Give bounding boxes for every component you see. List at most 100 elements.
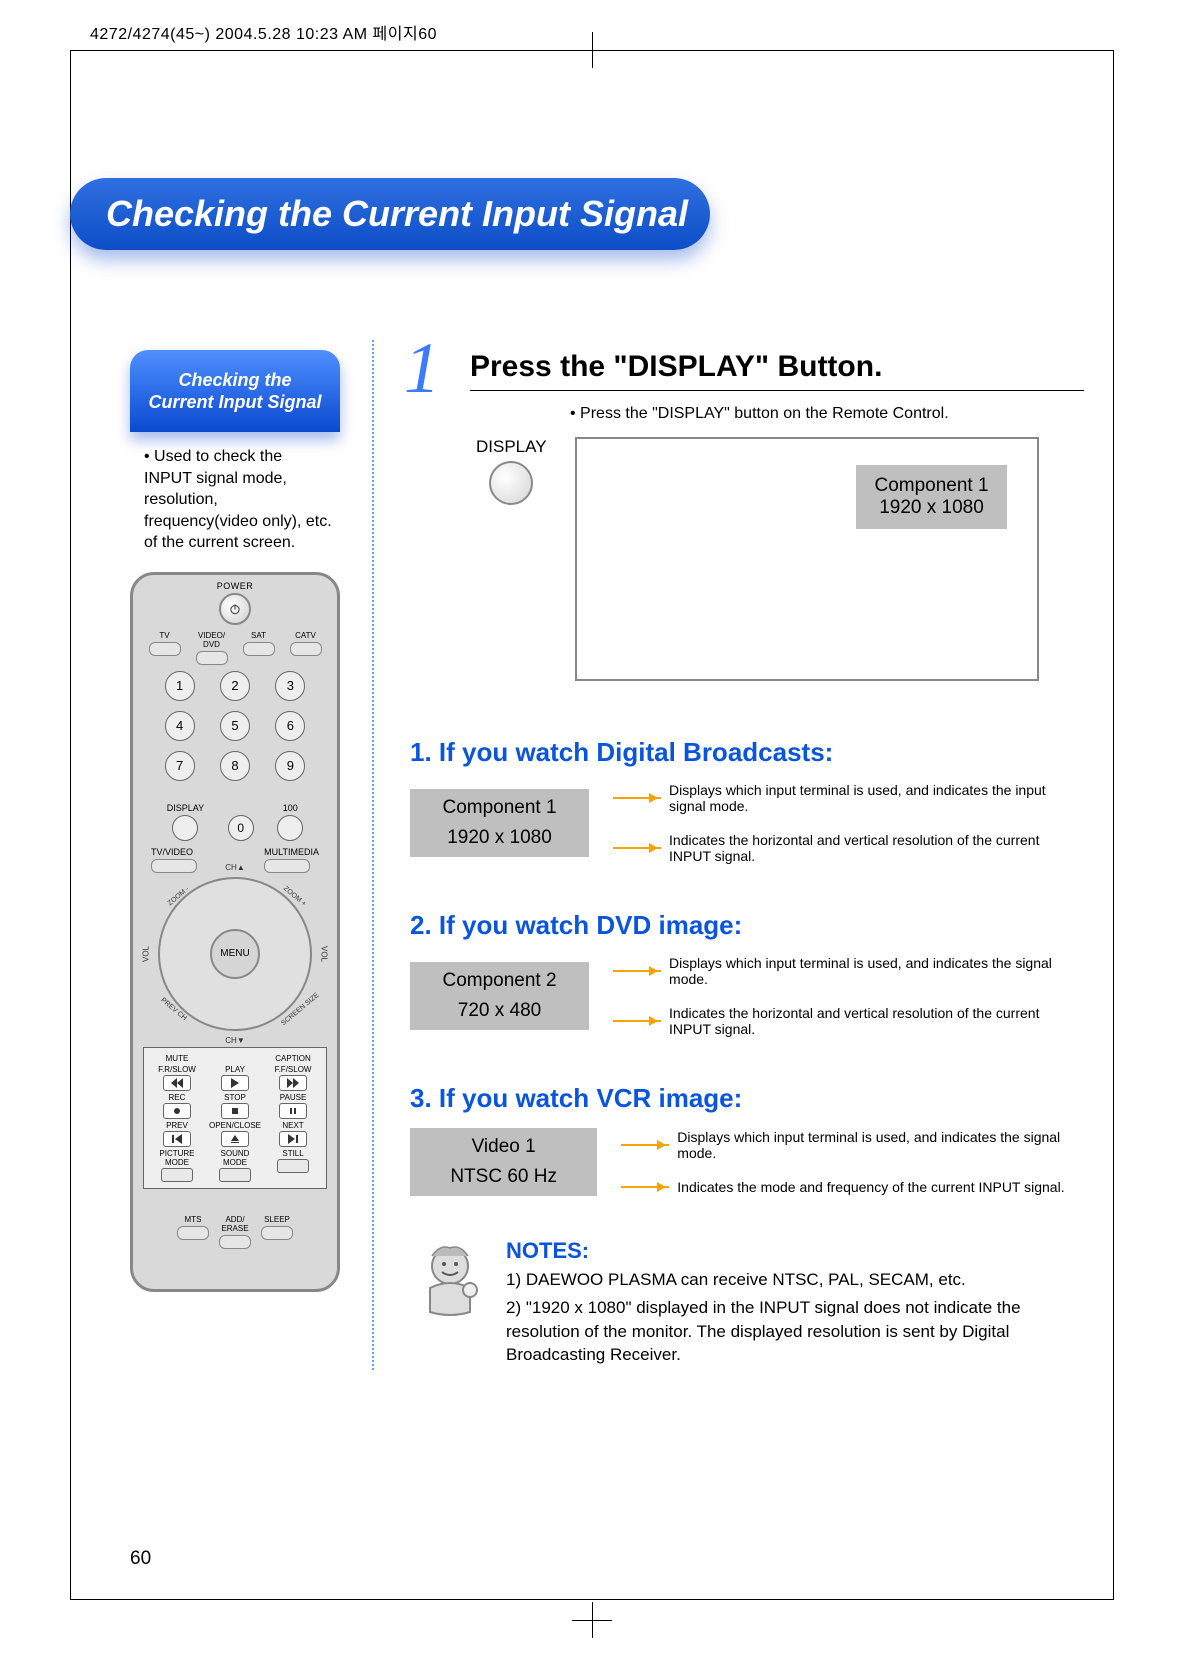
still-button[interactable] — [277, 1159, 309, 1173]
multimedia-label: MULTIMEDIA — [264, 847, 319, 857]
tv-screen: Component 1 1920 x 1080 — [575, 437, 1039, 681]
still-label: STILL — [282, 1149, 303, 1158]
sleep-label: SLEEP — [264, 1215, 290, 1224]
arrow-icon — [613, 1020, 661, 1022]
page-number: 60 — [130, 1548, 151, 1570]
mute-label: MUTE — [166, 1054, 189, 1063]
num-4-button[interactable]: 4 — [165, 711, 195, 741]
hundred-button-label: 100 — [283, 803, 298, 813]
display-label: DISPLAY — [476, 437, 547, 457]
caption-label: CAPTION — [275, 1054, 311, 1063]
sidebar-heading-l1: Checking the — [130, 369, 340, 392]
power-button[interactable] — [219, 593, 251, 625]
section-2-lead1: Displays which input terminal is used, a… — [669, 955, 1084, 987]
arrow-icon — [621, 1186, 669, 1188]
osd-line1: Component 1 — [874, 475, 988, 497]
display-button[interactable] — [172, 815, 198, 841]
num-5-button[interactable]: 5 — [220, 711, 250, 741]
pause-label: PAUSE — [280, 1093, 307, 1102]
crop-mark-top — [572, 40, 612, 60]
power-icon — [228, 602, 242, 616]
section-1-osd-l2: 1920 x 1080 — [422, 827, 577, 849]
next-label: NEXT — [282, 1121, 303, 1130]
crop-mark-bottom — [572, 1610, 612, 1630]
multimedia-button[interactable] — [264, 859, 310, 873]
src-tv-button[interactable] — [149, 642, 181, 656]
arrow-icon — [613, 847, 661, 849]
src-catv-label: CATV — [295, 631, 316, 640]
section-3-osd-l2: NTSC 60 Hz — [422, 1166, 585, 1188]
sidebar-heading: Checking the Current Input Signal — [130, 350, 340, 432]
mts-label: MTS — [185, 1215, 202, 1224]
tv-video-label: TV/VIDEO — [151, 847, 193, 857]
section-3-lead2: Indicates the mode and frequency of the … — [677, 1179, 1064, 1195]
rewind-button[interactable] — [163, 1075, 191, 1091]
section-3-lead1: Displays which input terminal is used, a… — [677, 1129, 1084, 1161]
num-3-button[interactable]: 3 — [275, 671, 305, 701]
ch-down-label: CH▼ — [225, 1036, 244, 1045]
nav-ring[interactable]: CH▲ CH▼ VOL VOL ZOOM - ZOOM + PREV CH SC… — [158, 877, 312, 1031]
page-title-bar: Checking the Current Input Signal — [70, 178, 710, 250]
arrow-icon — [621, 1144, 669, 1146]
ffwd-button[interactable] — [279, 1075, 307, 1091]
section-1-osd-l1: Component 1 — [422, 797, 577, 819]
vol-right-label: VOL — [319, 946, 328, 962]
num-2-button[interactable]: 2 — [220, 671, 250, 701]
num-6-button[interactable]: 6 — [275, 711, 305, 741]
step-title: Press the "DISPLAY" Button. — [470, 350, 1084, 391]
prev-label: PREV — [166, 1121, 188, 1130]
next-button[interactable] — [279, 1131, 307, 1147]
display-button-illustration — [489, 461, 533, 505]
num-0-button[interactable]: 0 — [228, 815, 254, 841]
section-3-heading: 3. If you watch VCR image: — [410, 1083, 1084, 1114]
vertical-divider — [372, 340, 374, 1370]
src-dvd-button[interactable] — [196, 651, 228, 665]
section-2-osd-l2: 720 x 480 — [422, 1000, 577, 1022]
num-9-button[interactable]: 9 — [275, 751, 305, 781]
bottom-row: MTS ADD/ ERASE SLEEP — [133, 1215, 337, 1249]
notes-heading: NOTES: — [506, 1238, 1084, 1264]
ffslow-label: F.F/SLOW — [275, 1065, 312, 1074]
section-1-lead2: Indicates the horizontal and vertical re… — [669, 832, 1084, 864]
section-2-osd: Component 2 720 x 480 — [410, 962, 589, 1030]
add-erase-label: ADD/ ERASE — [221, 1215, 248, 1233]
section-1-lead1: Displays which input terminal is used, a… — [669, 782, 1084, 814]
page-title: Checking the Current Input Signal — [106, 193, 688, 235]
sound-mode-button[interactable] — [219, 1168, 251, 1182]
sleep-button[interactable] — [261, 1226, 293, 1240]
num-7-button[interactable]: 7 — [165, 751, 195, 781]
hundred-button[interactable] — [277, 815, 303, 841]
src-sat-button[interactable] — [243, 642, 275, 656]
section-1-heading: 1. If you watch Digital Broadcasts: — [410, 737, 1084, 768]
sidebar-desc: • Used to check the INPUT signal mode, r… — [130, 446, 340, 554]
stop-button[interactable] — [221, 1103, 249, 1119]
play-label: PLAY — [225, 1065, 245, 1074]
picture-mode-button[interactable] — [161, 1168, 193, 1182]
num-1-button[interactable]: 1 — [165, 671, 195, 701]
step-bullet: • Press the "DISPLAY" button on the Remo… — [570, 405, 1084, 423]
add-erase-button[interactable] — [219, 1235, 251, 1249]
vol-left-label: VOL — [142, 946, 151, 962]
src-catv-button[interactable] — [290, 642, 322, 656]
mts-button[interactable] — [177, 1226, 209, 1240]
openclose-button[interactable] — [221, 1131, 249, 1147]
step-number: 1 — [404, 332, 440, 404]
picture-mode-label: PICTURE MODE — [159, 1149, 194, 1167]
prev-button[interactable] — [163, 1131, 191, 1147]
tv-video-button[interactable] — [151, 859, 197, 873]
menu-button[interactable]: MENU — [210, 929, 260, 979]
section-1-osd: Component 1 1920 x 1080 — [410, 789, 589, 857]
screen-size-label: SCREEN SIZE — [281, 992, 321, 1027]
source-row: TV VIDEO/ DVD SAT CATV — [133, 631, 337, 665]
notes-character-icon — [410, 1238, 490, 1318]
src-sat-label: SAT — [251, 631, 266, 640]
rec-button[interactable] — [163, 1103, 191, 1119]
pause-button[interactable] — [279, 1103, 307, 1119]
num-8-button[interactable]: 8 — [220, 751, 250, 781]
remote-control: POWER TV VIDEO/ DVD SAT CATV 1 2 3 4 5 — [130, 572, 340, 1292]
content: Checking the Current Input Signal • Used… — [130, 350, 1084, 1550]
section-2-osd-l1: Component 2 — [422, 970, 577, 992]
num-0-label — [239, 803, 242, 813]
play-button[interactable] — [221, 1075, 249, 1091]
zoom-plus-label: ZOOM + — [282, 885, 307, 908]
